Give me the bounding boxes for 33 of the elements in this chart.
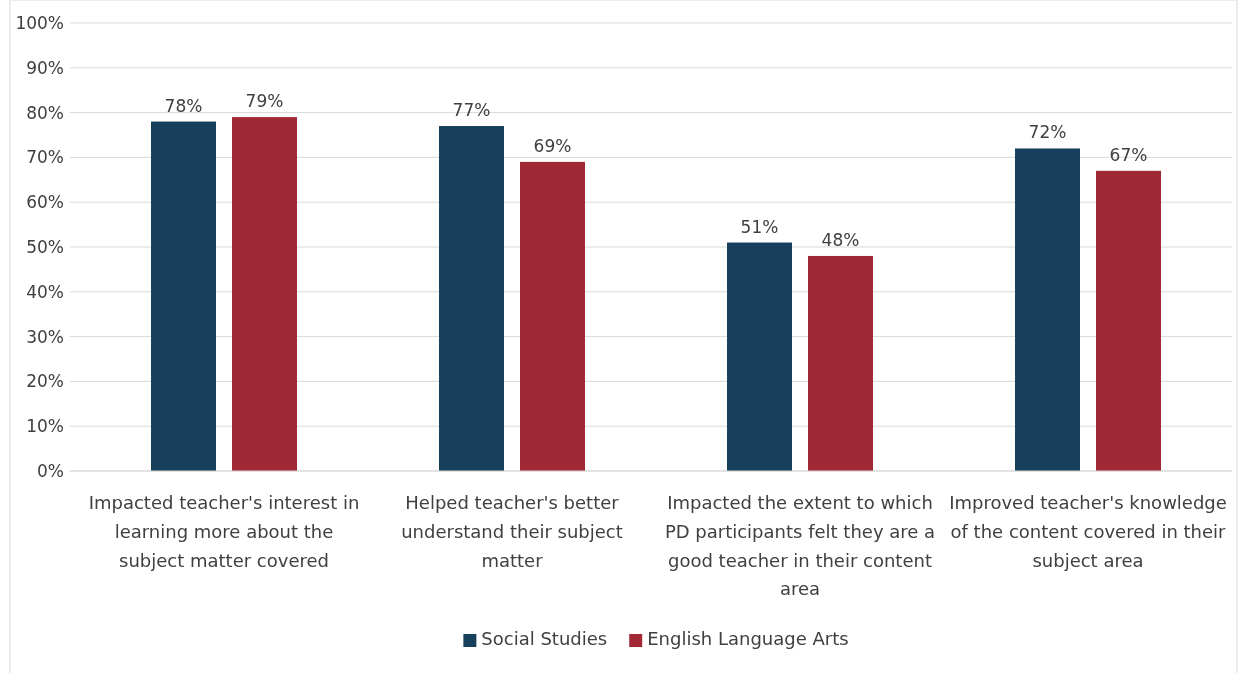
data-label: 77% <box>452 100 491 121</box>
y-tick-label: 50% <box>26 236 64 257</box>
bar <box>439 126 504 471</box>
y-tick-label: 90% <box>26 57 64 78</box>
bar <box>1096 170 1161 471</box>
legend-label: English Language Arts <box>647 628 849 649</box>
y-tick-label: 10% <box>26 416 64 437</box>
y-tick-label: 30% <box>26 326 64 347</box>
data-label: 79% <box>245 91 284 112</box>
legend-label: Social Studies <box>481 628 608 649</box>
bar <box>1015 148 1080 471</box>
data-label: 51% <box>740 216 779 237</box>
y-tick-label: 20% <box>26 371 64 392</box>
data-label: 67% <box>1109 144 1148 165</box>
bar <box>727 242 792 471</box>
x-tick-label: Impacted the extent to which PD participants felt they are a good teacher in their content area <box>664 492 936 600</box>
bar <box>808 255 873 471</box>
x-tick-label: Improved teacher's knowledge of the content covered in their subject area <box>949 492 1227 571</box>
data-label: 78% <box>164 95 203 116</box>
bar <box>520 161 585 471</box>
x-tick-label: Helped teacher's better understand their subject matter <box>401 492 623 571</box>
y-tick-label: 40% <box>26 281 64 302</box>
bar <box>232 117 297 471</box>
y-tick-label: 70% <box>26 147 64 168</box>
data-label: 72% <box>1028 122 1067 143</box>
bar <box>151 121 216 471</box>
data-label: 48% <box>821 229 860 250</box>
y-tick-label: 100% <box>15 12 64 33</box>
data-label: 69% <box>533 135 572 156</box>
x-tick-label: Impacted teacher's interest in learning more about the subject matter covered <box>88 492 360 571</box>
y-tick-label: 0% <box>37 460 64 481</box>
y-tick-label: 80% <box>26 102 64 123</box>
y-tick-label: 60% <box>26 192 64 213</box>
